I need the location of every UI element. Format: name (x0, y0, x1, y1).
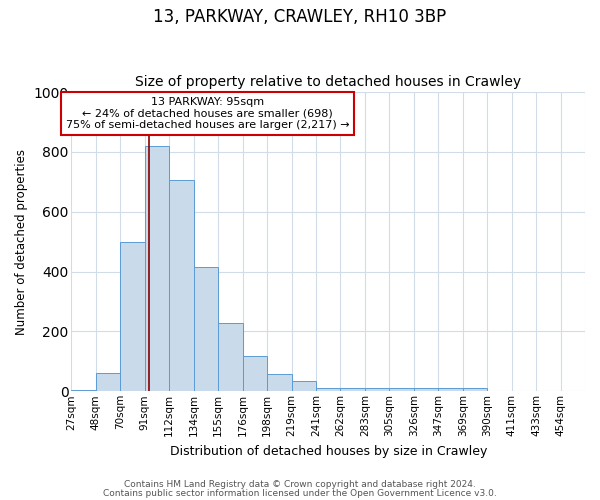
Bar (292, 381, 316, 392)
Text: Contains HM Land Registry data © Crown copyright and database right 2024.: Contains HM Land Registry data © Crown c… (124, 480, 476, 489)
Bar (389, 388, 414, 392)
Bar (414, 388, 438, 392)
Y-axis label: Number of detached properties: Number of detached properties (15, 148, 28, 334)
Bar (169, 180, 194, 392)
Title: Size of property relative to detached houses in Crawley: Size of property relative to detached ho… (135, 76, 521, 90)
X-axis label: Distribution of detached houses by size in Crawley: Distribution of detached houses by size … (170, 444, 487, 458)
Text: 13 PARKWAY: 95sqm
← 24% of detached houses are smaller (698)
75% of semi-detache: 13 PARKWAY: 95sqm ← 24% of detached hous… (66, 96, 349, 130)
Text: 13, PARKWAY, CRAWLEY, RH10 3BP: 13, PARKWAY, CRAWLEY, RH10 3BP (154, 8, 446, 26)
Bar (218, 323, 242, 392)
Bar (96, 374, 121, 392)
Bar (71, 390, 96, 392)
Bar (267, 374, 292, 392)
Bar (121, 242, 145, 392)
Bar (463, 388, 487, 392)
Bar (242, 356, 267, 392)
Bar (438, 388, 463, 392)
Bar (340, 388, 365, 392)
Bar (145, 146, 169, 392)
Bar (365, 388, 389, 392)
Text: Contains public sector information licensed under the Open Government Licence v3: Contains public sector information licen… (103, 489, 497, 498)
Bar (194, 267, 218, 392)
Bar (316, 388, 340, 392)
